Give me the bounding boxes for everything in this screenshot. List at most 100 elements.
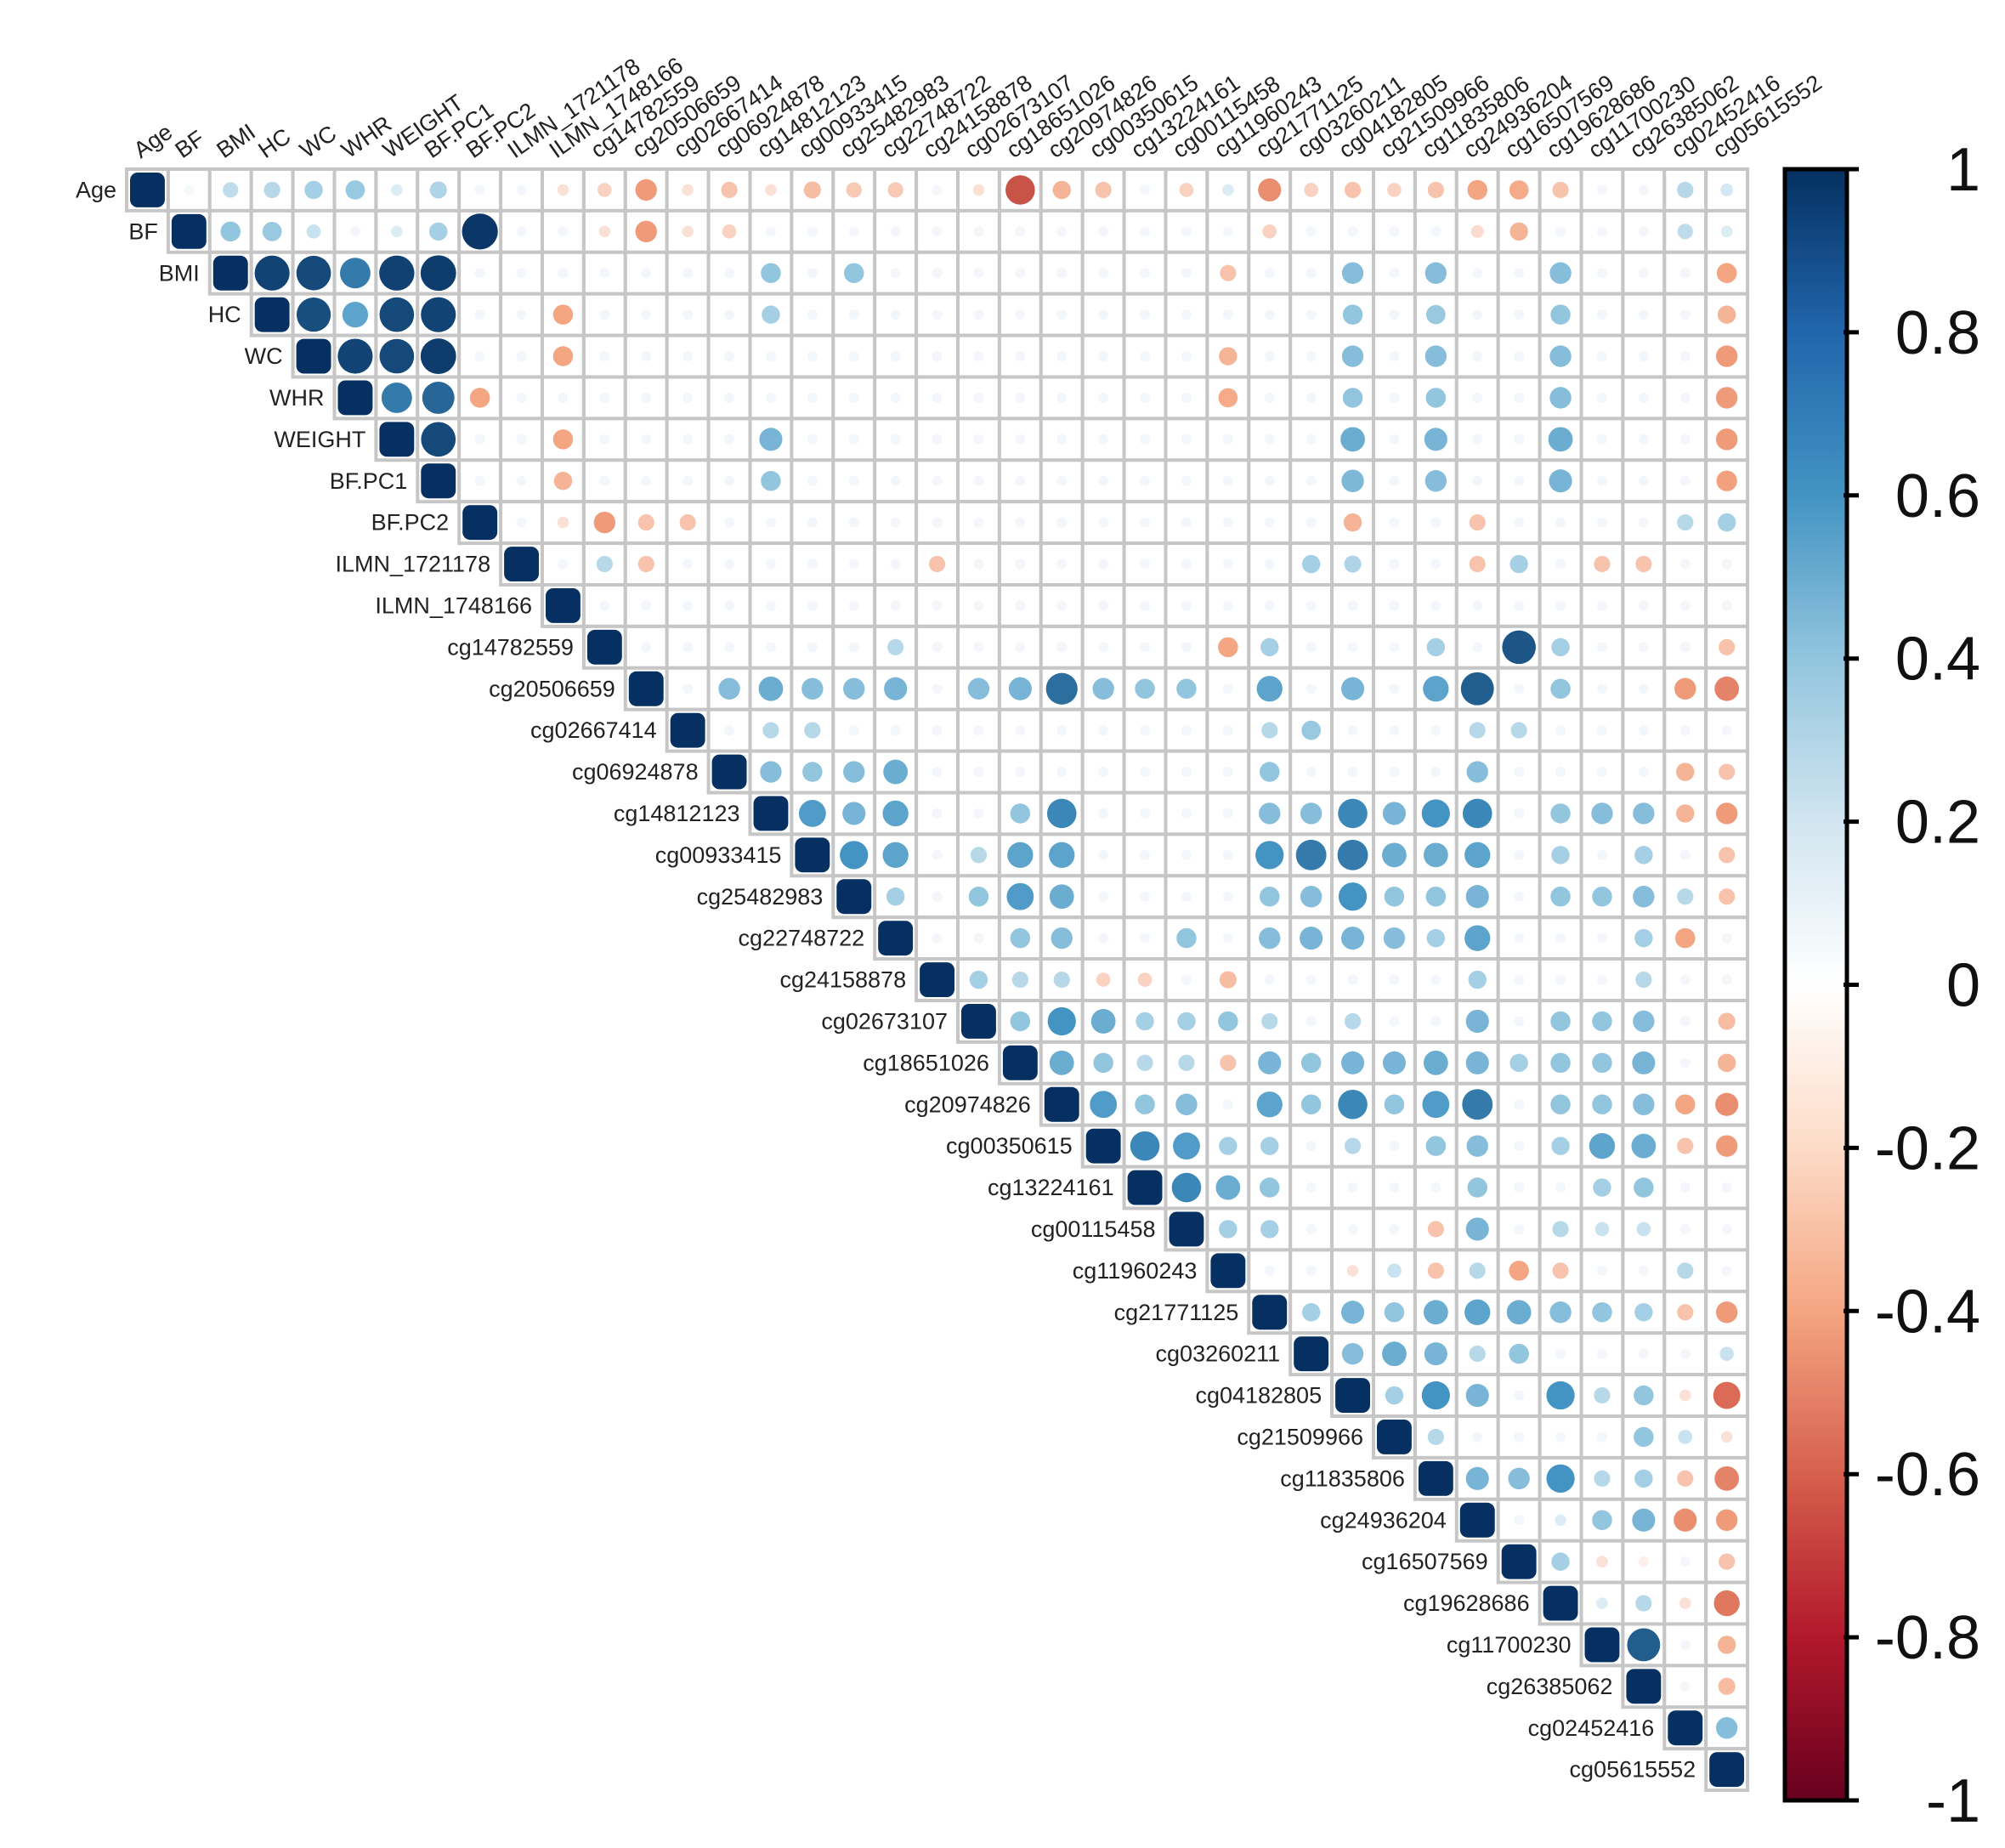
corr-circle	[1549, 1301, 1572, 1324]
corr-circle	[1300, 886, 1323, 908]
corr-circle	[1093, 1052, 1113, 1074]
corr-circle-near-zero	[1306, 517, 1317, 528]
corr-circle-near-zero	[1389, 1016, 1400, 1027]
corr-circle	[1011, 971, 1028, 989]
corr-circle	[1714, 676, 1740, 701]
corr-circle-near-zero	[516, 268, 527, 279]
corr-circle-near-zero	[1389, 351, 1400, 362]
corr-circle	[1219, 1137, 1238, 1155]
corr-circle-near-zero	[932, 309, 943, 320]
corr-circle	[1385, 1386, 1404, 1405]
colorbar-tick-label: 0.8	[1895, 299, 1980, 367]
corr-circle-near-zero	[1222, 226, 1233, 237]
corr-circle	[1010, 927, 1031, 949]
colorbar-tick-label: 0.2	[1895, 789, 1980, 857]
corr-circle	[1676, 762, 1695, 781]
corr-circle-near-zero	[1389, 392, 1400, 403]
corr-circle	[1053, 971, 1070, 989]
corr-circle	[1045, 672, 1078, 705]
corr-circle-near-zero	[973, 226, 984, 237]
row-label: Age	[76, 177, 116, 202]
corr-circle	[1715, 1092, 1739, 1116]
corr-circle	[804, 722, 821, 739]
diagonal-cell	[1418, 1460, 1453, 1496]
colorbar-tick-label: -1	[1926, 1767, 1980, 1835]
corr-circle-near-zero	[1555, 933, 1566, 944]
corr-circle-near-zero	[848, 392, 859, 403]
corr-circle	[1342, 388, 1363, 408]
diagonal-cell	[1709, 1752, 1745, 1788]
corr-circle-near-zero	[1306, 226, 1317, 237]
corr-circle	[596, 555, 613, 573]
corr-circle-near-zero	[1638, 309, 1649, 320]
row-label: cg19628686	[1403, 1590, 1530, 1616]
corr-circle-near-zero	[1098, 933, 1109, 944]
corr-circle-near-zero	[848, 434, 859, 445]
corr-circle-near-zero	[1140, 392, 1151, 403]
corr-circle	[1594, 1386, 1611, 1404]
corr-circle-near-zero	[516, 184, 527, 196]
corr-circle-near-zero	[1056, 268, 1068, 279]
corr-circle	[1130, 1131, 1160, 1161]
row-label: BF.PC1	[330, 468, 408, 494]
corr-circle	[1462, 798, 1492, 829]
row-label: cg14782559	[447, 634, 574, 660]
corr-circle	[1675, 1094, 1696, 1114]
corr-circle	[1465, 1217, 1489, 1241]
colorbar-gradient	[1782, 167, 1849, 1803]
corr-circle-near-zero	[1015, 600, 1026, 611]
grid-cell	[1205, 749, 1251, 795]
corr-circle	[1220, 1054, 1237, 1071]
corr-circle	[1342, 304, 1363, 325]
corr-circle	[1469, 722, 1486, 739]
corr-circle	[1049, 884, 1074, 910]
corr-circle	[1256, 1091, 1283, 1118]
grid-cell	[1289, 1040, 1334, 1086]
corr-circle	[968, 887, 989, 907]
corr-circle	[1465, 1051, 1489, 1074]
diagonal-cell	[1626, 1669, 1662, 1704]
corr-circle-near-zero	[1056, 475, 1068, 486]
corr-circle	[1135, 678, 1155, 699]
corr-circle-near-zero	[1430, 1182, 1441, 1193]
corr-circle-near-zero	[516, 392, 527, 403]
colorbar-tick-label: 1	[1946, 136, 1980, 204]
corr-circle	[884, 677, 908, 700]
corr-circle-near-zero	[1056, 392, 1068, 403]
row-label: cg02673107	[821, 1008, 948, 1034]
corr-circle	[1218, 1011, 1238, 1032]
corr-circle-near-zero	[1015, 642, 1026, 653]
corr-circle	[1719, 1346, 1734, 1361]
corr-circle-near-zero	[1140, 517, 1151, 528]
corr-circle	[1171, 1172, 1202, 1203]
corr-circle-near-zero	[1264, 351, 1275, 362]
colorbar-tick-label: -0.6	[1875, 1441, 1980, 1509]
corr-circle	[1008, 677, 1032, 700]
row-label: BMI	[159, 260, 200, 286]
corr-circle	[637, 555, 654, 573]
row-label: cg26385062	[1487, 1674, 1613, 1699]
corr-circle	[1421, 1380, 1450, 1410]
corr-circle-near-zero	[807, 517, 818, 528]
corr-circle-near-zero	[1222, 434, 1233, 445]
corr-circle-near-zero	[724, 392, 735, 403]
corr-circle	[682, 184, 694, 196]
corr-circle-near-zero	[1638, 226, 1649, 237]
diagonal-cell	[961, 1004, 996, 1039]
corr-circle-near-zero	[973, 351, 984, 362]
corr-circle	[1510, 722, 1527, 739]
corr-circle-near-zero	[1389, 600, 1400, 611]
corr-circle	[462, 213, 498, 250]
corr-circle-near-zero	[1679, 600, 1691, 611]
corr-circle	[1594, 555, 1611, 573]
diagonal-cell	[546, 588, 581, 623]
corr-circle-near-zero	[1098, 725, 1109, 736]
corr-circle	[1340, 927, 1365, 950]
corr-circle	[1338, 1089, 1368, 1120]
corr-circle-near-zero	[1430, 767, 1441, 778]
corr-circle-near-zero	[1596, 642, 1607, 653]
grid-cell	[1247, 375, 1293, 421]
corr-circle-near-zero	[599, 351, 610, 362]
corr-circle-near-zero	[1596, 392, 1607, 403]
corr-circle	[1179, 183, 1194, 197]
